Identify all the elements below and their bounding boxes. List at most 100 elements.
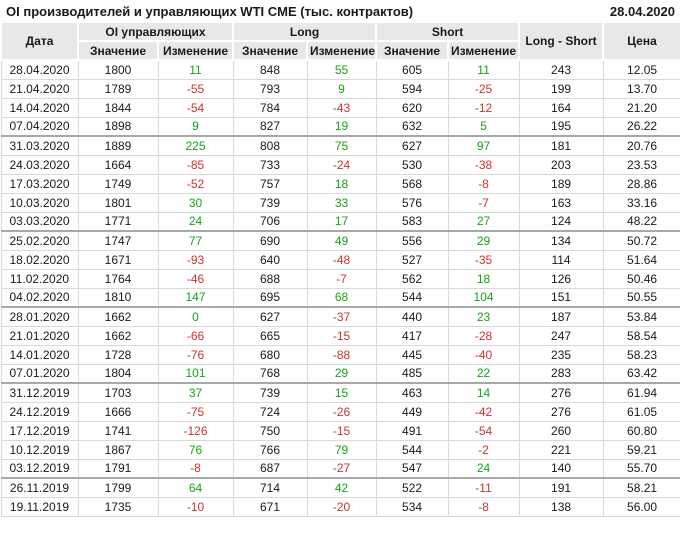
oi-change-cell: 77: [157, 230, 234, 251]
short-value-cell: 544: [375, 439, 449, 460]
price-cell: 48.22: [602, 211, 680, 232]
long-short-cell: 195: [518, 116, 604, 137]
long-short-cell: 235: [518, 344, 604, 365]
short-value-cell: 534: [375, 496, 449, 517]
oi-change-cell: -85: [157, 154, 234, 175]
short-change-cell: -25: [447, 78, 520, 99]
oi-change-cell: 0: [157, 306, 234, 327]
date-cell: 31.03.2020: [0, 135, 79, 156]
long-change-cell: -88: [306, 344, 377, 365]
oi-value-cell: 1810: [77, 287, 159, 308]
long-value-cell: 695: [232, 287, 308, 308]
oi-value-cell: 1741: [77, 420, 159, 441]
oi-value-cell: 1804: [77, 363, 159, 384]
price-cell: 55.70: [602, 458, 680, 479]
oi-value-cell: 1799: [77, 477, 159, 498]
long-change-cell: 17: [306, 211, 377, 232]
oi-value-cell: 1664: [77, 154, 159, 175]
short-change-cell: 14: [447, 382, 520, 403]
col-header-date: Дата: [0, 21, 79, 61]
short-value-cell: 417: [375, 325, 449, 346]
date-cell: 03.03.2020: [0, 211, 79, 232]
table-row: 21.01.2020 1662 -66 665 -15 417 -28 247 58.54: [0, 325, 680, 346]
short-change-cell: 22: [447, 363, 520, 384]
long-change-cell: 68: [306, 287, 377, 308]
price-cell: 50.72: [602, 230, 680, 251]
date-cell: 10.12.2019: [0, 439, 79, 460]
date-cell: 07.01.2020: [0, 363, 79, 384]
long-change-cell: -27: [306, 458, 377, 479]
oi-value-cell: 1771: [77, 211, 159, 232]
table-row: 18.02.2020 1671 -93 640 -48 527 -35 114 51.64: [0, 249, 680, 270]
long-short-cell: 126: [518, 268, 604, 289]
col-subheader-oi-change: Изменение: [156, 40, 235, 61]
short-change-cell: 29: [447, 230, 520, 251]
long-value-cell: 784: [232, 97, 308, 118]
long-value-cell: 671: [232, 496, 308, 517]
date-cell: 18.02.2020: [0, 249, 79, 270]
price-cell: 58.54: [602, 325, 680, 346]
long-change-cell: -20: [306, 496, 377, 517]
short-value-cell: 449: [375, 401, 449, 422]
oi-change-cell: -93: [157, 249, 234, 270]
short-change-cell: -42: [447, 401, 520, 422]
long-value-cell: 640: [232, 249, 308, 270]
price-cell: 23.53: [602, 154, 680, 175]
date-cell: 03.12.2019: [0, 458, 79, 479]
long-change-cell: 15: [306, 382, 377, 403]
oi-change-cell: 101: [157, 363, 234, 384]
short-change-cell: 18: [447, 268, 520, 289]
short-value-cell: 562: [375, 268, 449, 289]
short-change-cell: -40: [447, 344, 520, 365]
price-cell: 21.20: [602, 97, 680, 118]
short-change-cell: -8: [447, 496, 520, 517]
date-cell: 21.04.2020: [0, 78, 79, 99]
long-change-cell: 42: [306, 477, 377, 498]
long-change-cell: -24: [306, 154, 377, 175]
long-short-cell: 276: [518, 382, 604, 403]
short-value-cell: 632: [375, 116, 449, 137]
table-row: 17.12.2019 1741 -126 750 -15 491 -54 260 60.80: [0, 420, 680, 441]
long-value-cell: 848: [232, 59, 308, 80]
price-cell: 28.86: [602, 173, 680, 194]
long-change-cell: -15: [306, 325, 377, 346]
oi-value-cell: 1703: [77, 382, 159, 403]
long-short-cell: 247: [518, 325, 604, 346]
table-row: 17.03.2020 1749 -52 757 18 568 -8 189 28.86: [0, 173, 680, 194]
price-cell: 50.46: [602, 268, 680, 289]
oi-table: Дата OI управляющих Long Short Long - Sh…: [0, 21, 680, 517]
long-short-cell: 114: [518, 249, 604, 270]
short-change-cell: 27: [447, 211, 520, 232]
oi-change-cell: 76: [157, 439, 234, 460]
table-row: 28.04.2020 1800 11 848 55 605 11 243 12.05: [0, 59, 680, 80]
short-value-cell: 445: [375, 344, 449, 365]
long-change-cell: 55: [306, 59, 377, 80]
short-change-cell: 24: [447, 458, 520, 479]
table-row: 14.01.2020 1728 -76 680 -88 445 -40 235 58.23: [0, 344, 680, 365]
long-value-cell: 627: [232, 306, 308, 327]
long-value-cell: 690: [232, 230, 308, 251]
price-cell: 26.22: [602, 116, 680, 137]
short-change-cell: -11: [447, 477, 520, 498]
oi-value-cell: 1662: [77, 306, 159, 327]
short-value-cell: 544: [375, 287, 449, 308]
short-value-cell: 556: [375, 230, 449, 251]
price-cell: 58.23: [602, 344, 680, 365]
col-header-long-short: Long - Short: [518, 21, 605, 61]
price-cell: 12.05: [602, 59, 680, 80]
oi-value-cell: 1867: [77, 439, 159, 460]
oi-value-cell: 1801: [77, 192, 159, 213]
short-value-cell: 522: [375, 477, 449, 498]
oi-value-cell: 1789: [77, 78, 159, 99]
long-short-cell: 134: [518, 230, 604, 251]
short-change-cell: 5: [447, 116, 520, 137]
long-short-cell: 243: [518, 59, 604, 80]
col-header-price: Цена: [602, 21, 680, 61]
long-value-cell: 757: [232, 173, 308, 194]
date-cell: 19.11.2019: [0, 496, 79, 517]
short-change-cell: -7: [447, 192, 520, 213]
titlebar: OI производителей и управляющих WTI CME …: [0, 0, 680, 21]
date-cell: 10.03.2020: [0, 192, 79, 213]
long-value-cell: 739: [232, 192, 308, 213]
long-short-cell: 124: [518, 211, 604, 232]
